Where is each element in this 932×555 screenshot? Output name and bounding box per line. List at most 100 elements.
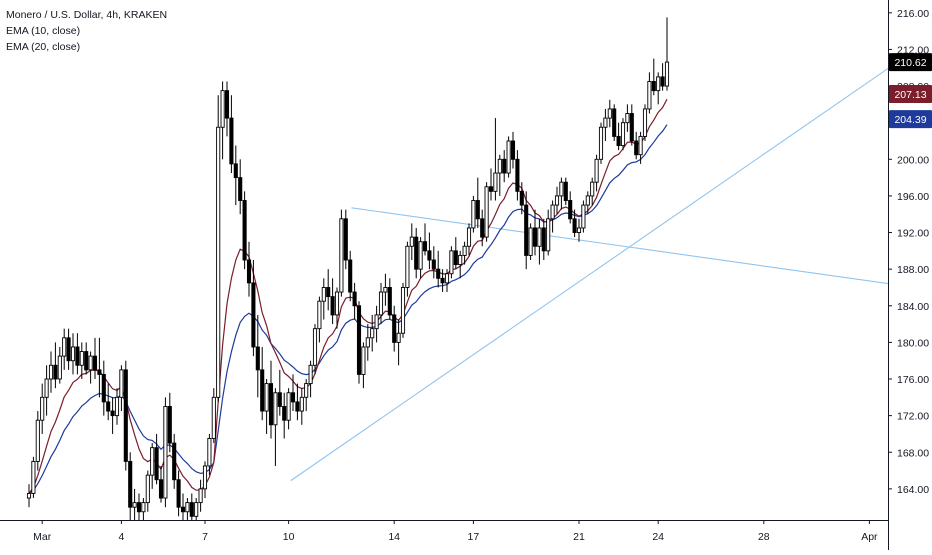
candle-body	[88, 355, 93, 371]
candle	[378, 282, 384, 325]
candle-body	[277, 392, 282, 407]
candles	[26, 17, 670, 520]
candle-body	[634, 140, 639, 156]
candle	[365, 324, 370, 361]
candle	[656, 72, 661, 105]
candle-body	[440, 277, 445, 284]
x-tick-label: Apr	[861, 531, 878, 543]
candle-body	[506, 140, 511, 174]
candle	[466, 223, 472, 256]
candle-body	[651, 81, 656, 92]
candle-body	[224, 90, 230, 119]
candle-body	[629, 113, 634, 142]
candle-body	[528, 227, 533, 256]
candle	[251, 260, 256, 357]
candle-body	[57, 355, 62, 380]
candle	[383, 273, 388, 306]
candle	[660, 63, 665, 91]
candle-body	[31, 460, 36, 494]
candle	[145, 470, 150, 512]
candle	[576, 218, 582, 242]
candle-body	[198, 488, 203, 504]
x-tick-label: 14	[388, 531, 400, 543]
candle	[229, 95, 234, 174]
candle-body	[466, 227, 472, 247]
candle	[136, 493, 142, 520]
trendlines	[290, 67, 888, 482]
candle	[286, 388, 291, 430]
candle	[53, 342, 58, 389]
candle-body	[383, 287, 388, 293]
candle	[268, 360, 274, 439]
candle	[629, 104, 634, 146]
candle-body	[620, 122, 626, 147]
candle	[598, 122, 604, 164]
candle	[488, 168, 494, 201]
candle	[616, 122, 621, 151]
candle-body	[370, 328, 375, 339]
candle	[299, 388, 304, 425]
candle-body	[453, 250, 458, 266]
candle-body	[207, 438, 212, 467]
candle-body	[449, 250, 454, 275]
candle-body	[612, 108, 617, 137]
candle	[581, 200, 586, 233]
x-tick-label: 17	[468, 531, 480, 543]
candle-body	[524, 204, 529, 256]
candle-body	[484, 186, 489, 238]
candle	[26, 484, 32, 508]
candle	[603, 108, 608, 141]
candle	[590, 177, 595, 206]
candle-body	[286, 392, 291, 421]
y-tick-label: 164.00	[897, 484, 929, 496]
candle-body	[172, 442, 177, 481]
candle-body	[264, 383, 269, 412]
candle-body	[510, 140, 516, 160]
candle-body	[295, 401, 300, 412]
candle	[506, 136, 511, 178]
candle-body	[106, 401, 111, 412]
candle	[524, 191, 529, 270]
chart-title: Monero / U.S. Dollar, 4h, KRAKEN	[6, 9, 168, 21]
candle	[198, 479, 203, 512]
candle-body	[625, 113, 630, 124]
candle	[277, 369, 282, 416]
y-tick-label: 172.00	[897, 411, 929, 423]
candle	[163, 397, 168, 508]
candle	[150, 443, 155, 489]
x-tick-label: 21	[573, 531, 585, 543]
candle	[585, 191, 590, 215]
candle-body	[664, 61, 670, 87]
candle	[176, 470, 181, 517]
candle	[334, 287, 340, 329]
candle	[356, 301, 362, 384]
candle	[361, 342, 366, 389]
candle-body	[537, 227, 542, 247]
candle	[114, 388, 120, 425]
y-tick-label: 168.00	[897, 447, 929, 459]
candle	[141, 498, 146, 520]
trendline-2	[351, 207, 888, 285]
candle	[238, 159, 243, 215]
candle-body	[70, 346, 76, 362]
candle-body	[167, 406, 172, 444]
candle	[167, 392, 172, 453]
candle	[431, 246, 436, 279]
candle	[70, 333, 76, 375]
candle-body	[40, 396, 45, 421]
candle	[194, 498, 199, 520]
candle	[444, 269, 450, 293]
candle-body	[326, 287, 331, 298]
x-tick-label: 7	[202, 531, 208, 543]
candle	[273, 388, 278, 466]
candle-body	[418, 241, 423, 270]
candle	[35, 411, 40, 471]
candle	[515, 150, 520, 201]
y-tick-labels: 164.00 168.00 172.00 176.00 180.00 184.00 188.…	[888, 8, 929, 496]
candle	[528, 223, 533, 260]
candle	[418, 237, 423, 279]
indicator-ema-10: EMA (10, close)	[6, 25, 81, 37]
candle-body	[229, 117, 234, 165]
candle-body	[334, 291, 340, 316]
